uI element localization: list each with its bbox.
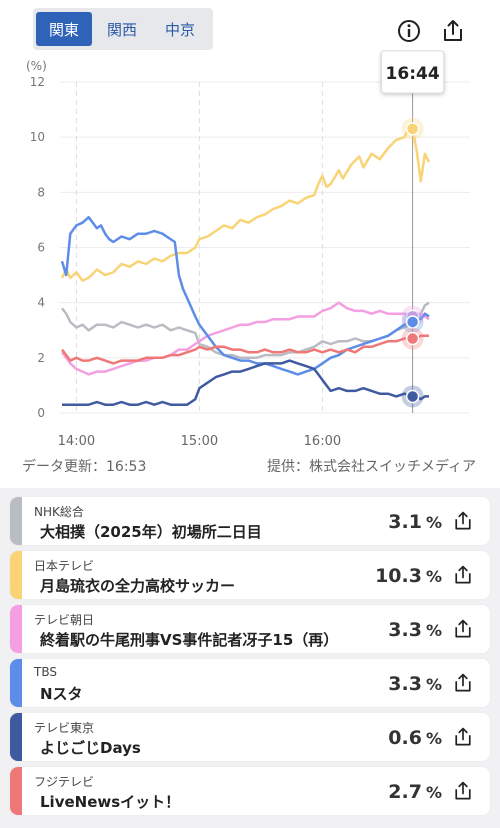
program-card-tv-tokyo[interactable]: テレビ東京 よじごじDays 0.6% bbox=[10, 713, 490, 761]
series-line bbox=[62, 359, 429, 406]
program-card-fuji[interactable]: フジテレビ LiveNewsイット！ 2.7% bbox=[10, 767, 490, 815]
program-card-ntv[interactable]: 日本テレビ 月島琉衣の全力高校サッカー 10.3% bbox=[10, 551, 490, 599]
rating-value: 3.3% bbox=[388, 619, 442, 641]
data-provider: 提供：株式会社スイッチメディア bbox=[266, 459, 476, 475]
y-tick-label: 10 bbox=[30, 130, 45, 144]
share-icon[interactable] bbox=[452, 564, 474, 586]
station-color-bar bbox=[10, 551, 22, 599]
program-title: 大相撲（2025年）初場所二日目 bbox=[40, 523, 262, 541]
share-icon[interactable] bbox=[452, 618, 474, 640]
rating-value: 3.1% bbox=[388, 511, 442, 533]
rating-value: 0.6% bbox=[388, 727, 442, 749]
region-tabs: 関東 関西 中京 bbox=[33, 8, 213, 50]
share-icon[interactable] bbox=[452, 510, 474, 532]
x-tick-label: 15:00 bbox=[181, 434, 218, 449]
station-name: テレビ朝日 bbox=[34, 613, 95, 627]
station-name: テレビ東京 bbox=[34, 721, 95, 735]
series-line bbox=[61, 301, 430, 360]
station-name: フジテレビ bbox=[34, 775, 95, 789]
rating-value: 3.3% bbox=[388, 673, 442, 695]
program-card-tbs[interactable]: TBS Nスタ 3.3% bbox=[10, 659, 490, 707]
station-color-bar bbox=[10, 497, 22, 545]
station-color-bar bbox=[10, 605, 22, 653]
cursor-marker bbox=[405, 389, 420, 404]
tab-kansai[interactable]: 関西 bbox=[106, 20, 137, 39]
cursor-marker bbox=[405, 331, 420, 346]
y-tick-label: 6 bbox=[37, 241, 45, 255]
x-tick-label: 16:00 bbox=[304, 434, 341, 449]
program-list: NHK総合 大相撲（2025年）初場所二日目 3.1% 日本テレビ 月島琉衣の全… bbox=[10, 497, 490, 821]
share-icon[interactable] bbox=[440, 18, 466, 44]
series-line bbox=[60, 215, 430, 376]
y-tick-label: 12 bbox=[30, 75, 45, 89]
station-name: NHK総合 bbox=[34, 505, 84, 519]
station-color-bar bbox=[10, 659, 22, 707]
time-tooltip: 16:44 bbox=[381, 50, 445, 94]
program-title: 月島琉衣の全力高校サッカー bbox=[40, 577, 236, 595]
data-updated: データ更新：16:53 bbox=[22, 459, 147, 475]
series-line bbox=[61, 301, 430, 376]
y-axis-unit-label: (%) bbox=[26, 59, 47, 73]
program-title: 終着駅の牛尾刑事VS事件記者冴子15（再） bbox=[40, 631, 339, 649]
cursor-marker bbox=[405, 122, 420, 136]
series-line bbox=[60, 127, 431, 282]
y-tick-label: 4 bbox=[37, 296, 45, 310]
station-name: TBS bbox=[34, 665, 57, 679]
cursor-marker bbox=[405, 315, 420, 329]
y-tick-label: 0 bbox=[37, 406, 45, 420]
rating-chart[interactable]: 0 2 4 6 8 10 12 14:00 15:00 16:00 (%) 16:44 bbox=[0, 50, 500, 450]
y-tick-label: 2 bbox=[37, 351, 45, 365]
info-icon[interactable] bbox=[396, 18, 422, 44]
program-title: よじごじDays bbox=[40, 739, 141, 757]
tab-chukyo[interactable]: 中京 bbox=[164, 20, 195, 39]
series-line bbox=[61, 334, 429, 365]
station-color-bar bbox=[10, 767, 22, 815]
rating-value: 2.7% bbox=[388, 781, 442, 803]
y-tick-label: 8 bbox=[37, 185, 45, 199]
share-icon[interactable] bbox=[452, 780, 474, 802]
chart-panel: 関東 関西 中京 0 2 4 6 8 10 12 14:00 15:00 16:00 (%) 1… bbox=[0, 0, 500, 488]
share-icon[interactable] bbox=[452, 726, 474, 748]
program-title: LiveNewsイット！ bbox=[40, 793, 181, 811]
share-icon[interactable] bbox=[452, 672, 474, 694]
tooltip-time: 16:44 bbox=[386, 64, 440, 84]
program-card-tv-asahi[interactable]: テレビ朝日 終着駅の牛尾刑事VS事件記者冴子15（再） 3.3% bbox=[10, 605, 490, 653]
station-color-bar bbox=[10, 713, 22, 761]
tab-kanto[interactable]: 関東 bbox=[36, 12, 92, 46]
station-name: 日本テレビ bbox=[34, 559, 95, 573]
x-tick-label: 14:00 bbox=[58, 434, 95, 449]
program-title: Nスタ bbox=[40, 685, 83, 703]
rating-value: 10.3% bbox=[375, 565, 442, 587]
program-card-nhk[interactable]: NHK総合 大相撲（2025年）初場所二日目 3.1% bbox=[10, 497, 490, 545]
